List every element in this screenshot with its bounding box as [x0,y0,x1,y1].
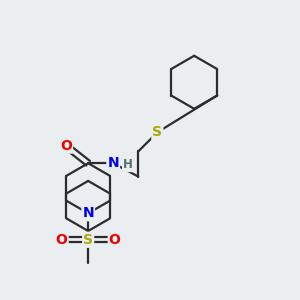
Text: N: N [82,206,94,220]
Text: N: N [107,156,119,170]
Text: S: S [152,125,162,139]
Text: S: S [83,233,93,247]
Text: O: O [109,233,121,247]
Text: O: O [56,233,68,247]
Text: O: O [60,139,72,153]
Text: H: H [123,158,133,171]
